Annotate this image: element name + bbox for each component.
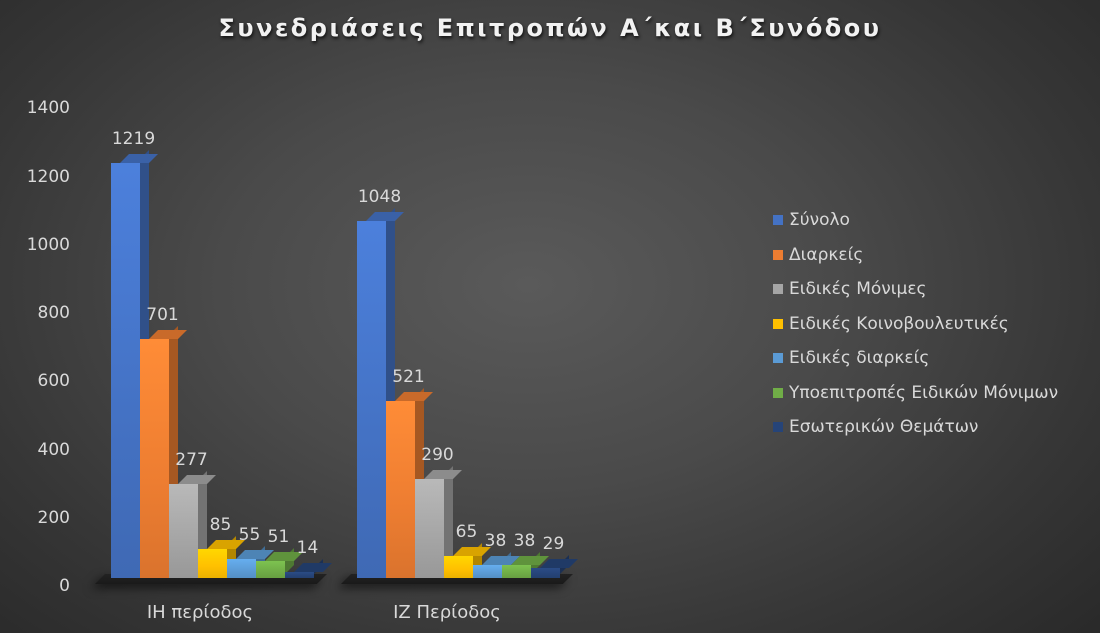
bar-top (395, 391, 433, 401)
legend-swatch-icon (773, 387, 783, 398)
y-tick: 600 (37, 371, 70, 391)
y-tick: 1000 (26, 235, 70, 255)
data-label: 14 (296, 538, 319, 558)
bar (531, 555, 578, 578)
y-tick: 800 (37, 303, 70, 323)
legend-swatch-icon (773, 318, 783, 329)
bar (502, 552, 549, 578)
bar (140, 326, 187, 578)
legend-swatch-icon (773, 249, 783, 260)
bar-front (285, 572, 314, 578)
legend-item: Ειδικές Μόνιμες (773, 272, 1058, 307)
x-label-iz: ΙΖ Περίοδος (393, 602, 501, 623)
legend-item: Ειδικές διαρκείς (773, 341, 1058, 376)
legend-label: Υποεπιτροπές Ειδικών Μόνιμων (789, 382, 1059, 403)
legend-label: Σύνολο (789, 210, 850, 231)
bar-front (502, 565, 531, 578)
bar (111, 149, 158, 578)
bar (386, 387, 433, 578)
legend-label: Ειδικές διαρκείς (789, 348, 930, 369)
y-tick: 1400 (26, 98, 70, 118)
legend-item: Σύνολο (773, 203, 1058, 238)
data-label: 38 (484, 531, 507, 552)
bar (473, 552, 520, 578)
bar-front (111, 162, 140, 578)
legend-item: Ειδικές Κοινοβουλευτικές (773, 307, 1058, 342)
bar-front (140, 339, 169, 578)
y-tick: 1200 (26, 167, 70, 187)
bar-top (120, 153, 158, 163)
bar-top (178, 474, 216, 484)
bar-front (415, 479, 444, 578)
data-label: 277 (175, 449, 208, 470)
data-label: 1219 (111, 128, 156, 149)
bar-top (149, 330, 187, 340)
bar (169, 470, 216, 578)
legend-swatch-icon (773, 284, 783, 295)
legend: Σύνολο Διαρκείς Ειδικές Μόνιμες Ειδικές Κοι… (773, 203, 1058, 445)
data-label: 51 (267, 526, 290, 547)
legend-label: Ειδικές Κοινοβουλευτικές (789, 313, 1009, 334)
bar-top (540, 559, 578, 569)
legend-label: Ειδικές Μόνιμες (789, 279, 927, 300)
bar-front (473, 565, 502, 578)
data-label: 85 (209, 515, 232, 536)
legend-swatch-icon (773, 353, 783, 364)
data-label: 65 (455, 521, 478, 542)
bar (357, 208, 404, 578)
bar-front (169, 483, 198, 578)
y-axis: 0 200 400 600 800 1000 1200 1400 (0, 0, 70, 633)
bar (198, 536, 245, 578)
legend-swatch-icon (773, 215, 783, 226)
bar-top (424, 470, 462, 480)
data-label: 1048 (357, 187, 402, 208)
y-tick: 200 (37, 508, 70, 528)
bar (285, 559, 332, 578)
legend-item: Εσωτερικών Θεμάτων (773, 410, 1058, 445)
bar-front (198, 549, 227, 578)
bar-front (357, 221, 386, 578)
data-label: 29 (542, 534, 565, 555)
bar-front (531, 568, 560, 578)
y-tick: 0 (59, 576, 70, 596)
data-label: 290 (421, 445, 454, 466)
y-tick: 400 (37, 440, 70, 460)
bar (444, 542, 491, 578)
legend-label: Εσωτερικών Θεμάτων (789, 417, 979, 438)
bar-top (366, 212, 404, 222)
chart-title: Συνεδριάσεις Επιτροπών Α΄και Β΄Συνόδου (218, 14, 882, 42)
data-label: 701 (146, 305, 179, 326)
data-label: 55 (238, 525, 261, 546)
bar-top (294, 563, 332, 572)
legend-swatch-icon (773, 422, 783, 433)
bar-front (256, 560, 285, 578)
bar-front (386, 400, 415, 578)
legend-label: Διαρκείς (789, 244, 864, 265)
bar-front (444, 555, 473, 578)
x-label-ih: ΙΗ περίοδος (146, 602, 254, 623)
bar (256, 547, 303, 578)
legend-item: Διαρκείς (773, 238, 1058, 273)
bar-front (227, 559, 256, 578)
bar (415, 466, 462, 578)
data-label: 38 (513, 531, 536, 552)
bar (227, 546, 274, 578)
legend-item: Υποεπιτροπές Ειδικών Μόνιμων (773, 376, 1058, 411)
data-label: 521 (392, 366, 425, 387)
